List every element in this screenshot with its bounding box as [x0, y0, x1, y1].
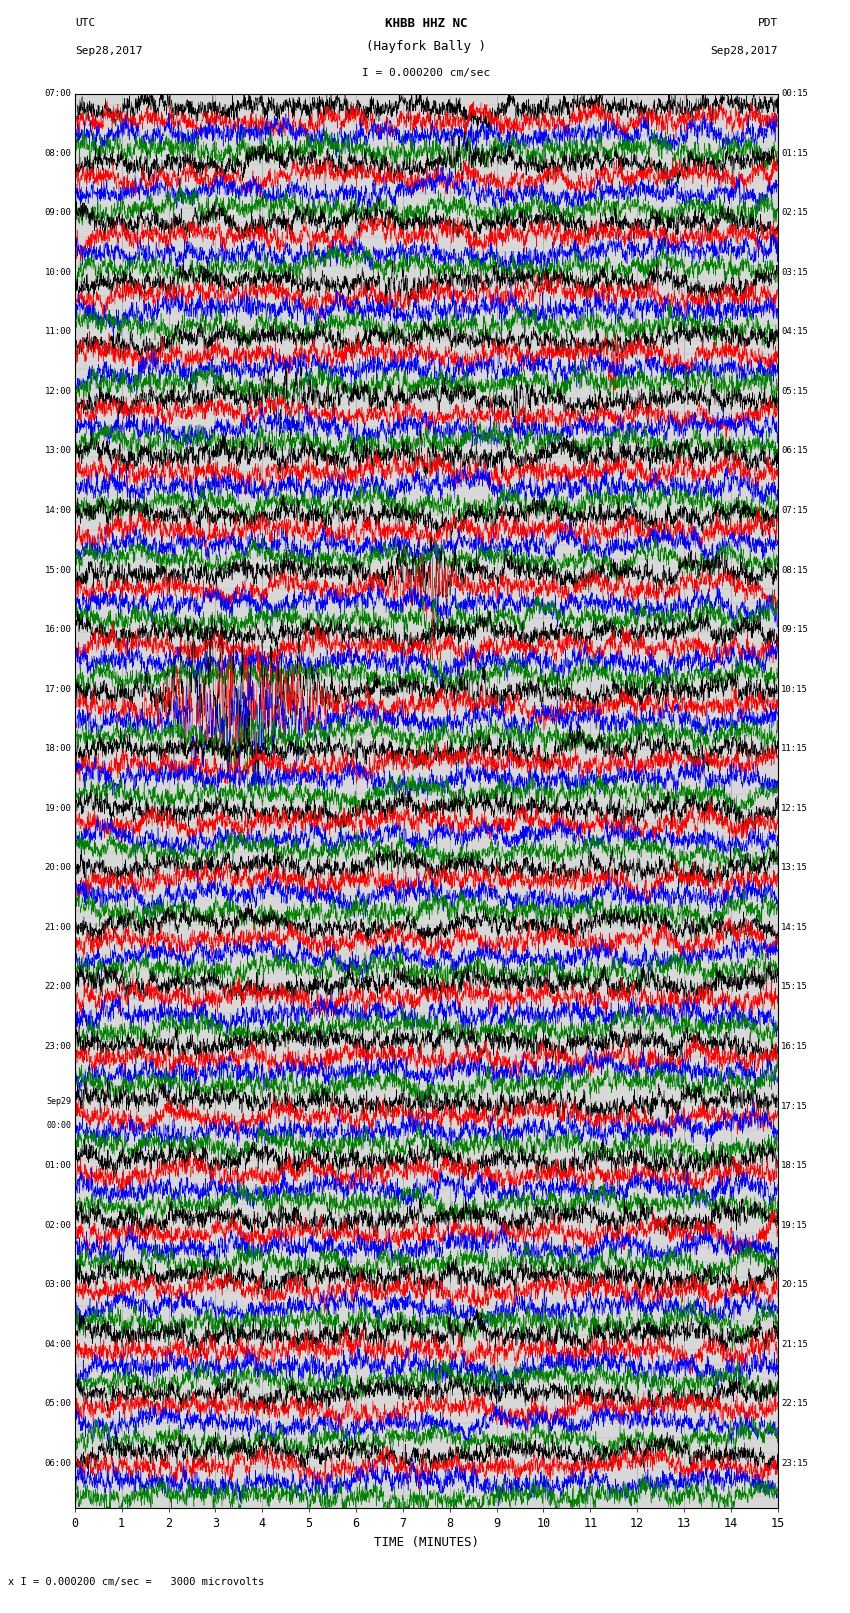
- Text: 22:00: 22:00: [44, 982, 71, 992]
- Text: 02:00: 02:00: [44, 1221, 71, 1229]
- Text: 07:15: 07:15: [781, 506, 808, 515]
- Text: 01:00: 01:00: [44, 1161, 71, 1169]
- Text: 21:00: 21:00: [44, 923, 71, 932]
- Text: 18:00: 18:00: [44, 744, 71, 753]
- Text: 14:15: 14:15: [781, 923, 808, 932]
- Text: 08:00: 08:00: [44, 148, 71, 158]
- Text: I = 0.000200 cm/sec: I = 0.000200 cm/sec: [362, 68, 490, 77]
- Text: Sep29: Sep29: [47, 1097, 71, 1107]
- Text: 23:15: 23:15: [781, 1460, 808, 1468]
- Text: 00:00: 00:00: [47, 1121, 71, 1131]
- Text: 03:15: 03:15: [781, 268, 808, 277]
- Text: 17:00: 17:00: [44, 684, 71, 694]
- Text: 01:15: 01:15: [781, 148, 808, 158]
- Text: 05:00: 05:00: [44, 1400, 71, 1408]
- Text: 07:00: 07:00: [44, 89, 71, 98]
- X-axis label: TIME (MINUTES): TIME (MINUTES): [374, 1536, 479, 1548]
- Text: 17:15: 17:15: [781, 1102, 808, 1111]
- Text: Sep28,2017: Sep28,2017: [75, 47, 142, 56]
- Text: 05:15: 05:15: [781, 387, 808, 395]
- Text: 16:15: 16:15: [781, 1042, 808, 1052]
- Text: 13:15: 13:15: [781, 863, 808, 873]
- Text: 16:00: 16:00: [44, 626, 71, 634]
- Text: 04:00: 04:00: [44, 1340, 71, 1348]
- Text: 06:00: 06:00: [44, 1460, 71, 1468]
- Text: 11:00: 11:00: [44, 327, 71, 336]
- Text: 04:15: 04:15: [781, 327, 808, 336]
- Text: 08:15: 08:15: [781, 566, 808, 574]
- Text: 20:15: 20:15: [781, 1281, 808, 1289]
- Text: 22:15: 22:15: [781, 1400, 808, 1408]
- Text: 21:15: 21:15: [781, 1340, 808, 1348]
- Text: 00:15: 00:15: [781, 89, 808, 98]
- Text: 10:15: 10:15: [781, 684, 808, 694]
- Text: 06:15: 06:15: [781, 447, 808, 455]
- Text: 14:00: 14:00: [44, 506, 71, 515]
- Text: 10:00: 10:00: [44, 268, 71, 277]
- Text: UTC: UTC: [75, 18, 95, 29]
- Text: 02:15: 02:15: [781, 208, 808, 218]
- Text: 15:00: 15:00: [44, 566, 71, 574]
- Text: KHBB HHZ NC: KHBB HHZ NC: [385, 16, 468, 31]
- Text: 18:15: 18:15: [781, 1161, 808, 1169]
- Text: 15:15: 15:15: [781, 982, 808, 992]
- Text: 03:00: 03:00: [44, 1281, 71, 1289]
- Text: x I = 0.000200 cm/sec =   3000 microvolts: x I = 0.000200 cm/sec = 3000 microvolts: [8, 1576, 264, 1587]
- Text: 23:00: 23:00: [44, 1042, 71, 1052]
- Text: 09:00: 09:00: [44, 208, 71, 218]
- Text: 12:00: 12:00: [44, 387, 71, 395]
- Text: Sep28,2017: Sep28,2017: [711, 47, 778, 56]
- Text: 20:00: 20:00: [44, 863, 71, 873]
- Text: (Hayfork Bally ): (Hayfork Bally ): [366, 40, 486, 53]
- Text: 13:00: 13:00: [44, 447, 71, 455]
- Text: 09:15: 09:15: [781, 626, 808, 634]
- Text: 19:15: 19:15: [781, 1221, 808, 1229]
- Text: 11:15: 11:15: [781, 744, 808, 753]
- Text: PDT: PDT: [757, 18, 778, 29]
- Text: 12:15: 12:15: [781, 803, 808, 813]
- Text: 19:00: 19:00: [44, 803, 71, 813]
